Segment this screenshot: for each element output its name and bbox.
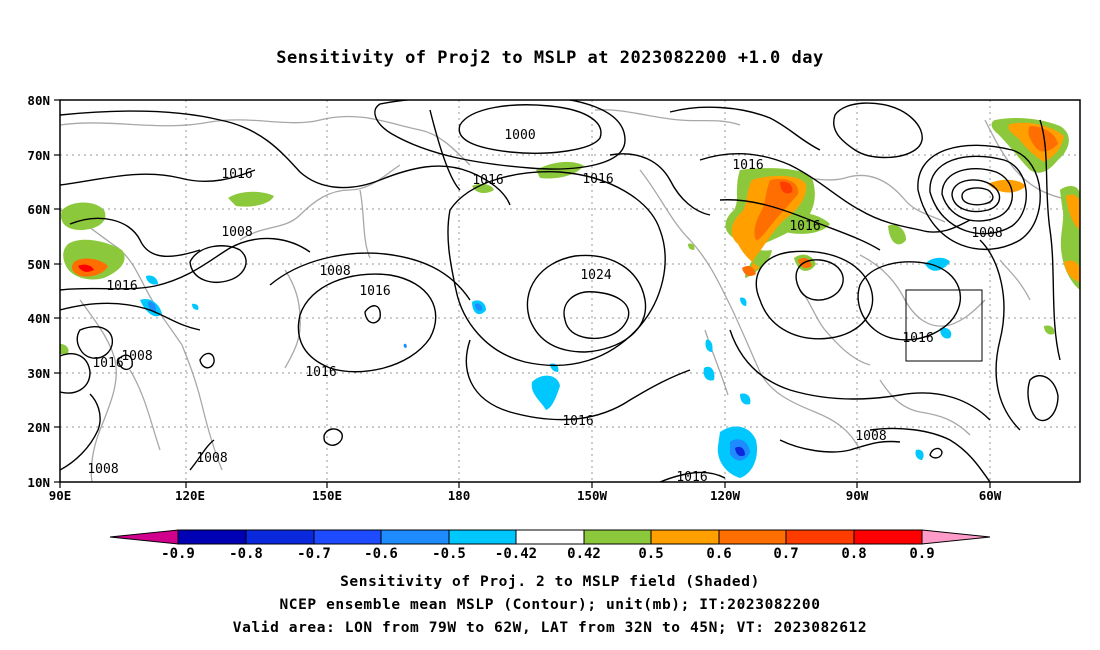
contour-label: 1016 [902, 331, 933, 346]
lat-label: 80N [27, 93, 50, 108]
colorbar-segment [313, 529, 382, 545]
caption-line-2: NCEP ensemble mean MSLP (Contour); unit(… [279, 597, 821, 613]
colorbar [109, 529, 991, 545]
colorbar-segment [177, 529, 247, 545]
contour-label: 1008 [121, 349, 152, 364]
lat-label: 10N [27, 475, 50, 490]
map-title: Sensitivity of Proj2 to MSLP at 20230822… [276, 48, 824, 68]
mslp-isobars [60, 100, 1061, 482]
colorbar-tick-label: -0.9 [161, 546, 195, 562]
lon-label: 90W [846, 488, 869, 503]
contour-label: 1008 [221, 225, 252, 240]
lat-label: 60N [27, 202, 50, 217]
contour-label: 1016 [106, 279, 137, 294]
lon-label: 120W [710, 488, 741, 503]
contour-label: 1008 [971, 226, 1002, 241]
contour-label: 1016 [562, 414, 593, 429]
colorbar-tick-label: -0.5 [432, 546, 466, 562]
valid-area-box [905, 289, 983, 362]
lat-label: 70N [27, 148, 50, 163]
contour-label: 1008 [87, 462, 118, 477]
colorbar-ticks: -0.9 -0.8 -0.7 -0.6 -0.5 -0.42 0.42 0.5 … [161, 546, 935, 562]
contour-label: 1016 [789, 219, 820, 234]
contour-label: 1000 [504, 128, 535, 143]
gridlines [60, 100, 1080, 482]
contour-label: 1016 [359, 284, 390, 299]
lon-label: 120E [175, 488, 205, 503]
contour-label: 1008 [319, 264, 350, 279]
contour-label: 1008 [855, 429, 886, 444]
colorbar-segment [380, 529, 450, 545]
lon-label: 60W [979, 488, 1002, 503]
lon-label: 150E [312, 488, 342, 503]
colorbar-tick-label: 0.6 [706, 546, 731, 562]
colorbar-tick-label: 0.42 [567, 546, 601, 562]
lon-label: 180 [448, 488, 471, 503]
caption-line-1: Sensitivity of Proj. 2 to MSLP field (Sh… [340, 574, 760, 590]
lat-label: 50N [27, 257, 50, 272]
colorbar-tick-label: -0.8 [229, 546, 263, 562]
colorbar-tick-label: 0.5 [638, 546, 663, 562]
colorbar-tick-label: -0.42 [495, 546, 537, 562]
lat-label: 40N [27, 311, 50, 326]
contour-label: 1016 [732, 158, 763, 173]
contour-labels: 1000 1016 1016 1016 1016 1008 1008 1016 … [87, 128, 1002, 485]
contour-label: 1016 [582, 172, 613, 187]
longitude-labels: 90E 120E 150E 180 150W 120W 90W 60W [49, 488, 1002, 503]
contour-label: 1016 [305, 365, 336, 380]
colorbar-tick-label: 0.8 [841, 546, 866, 562]
lat-label: 30N [27, 366, 50, 381]
colorbar-segment [515, 529, 585, 545]
caption-line-3: Valid area: LON from 79W to 62W, LAT fro… [232, 620, 868, 636]
colorbar-tick-label: 0.7 [773, 546, 798, 562]
colorbar-segment [718, 529, 787, 545]
coastlines [60, 109, 1071, 482]
map-frame [59, 99, 1081, 483]
colorbar-segment [245, 529, 315, 545]
colorbar-segment [650, 529, 720, 545]
contour-label: 1008 [196, 451, 227, 466]
colorbar-segment [785, 529, 855, 545]
lon-label: 90E [49, 488, 72, 503]
colorbar-tick-label: 0.9 [909, 546, 934, 562]
colorbar-segment [853, 529, 923, 545]
colorbar-tick-label: -0.6 [364, 546, 398, 562]
axis-ticks [54, 99, 991, 488]
contour-label: 1024 [580, 268, 611, 283]
colorbar-tick-label: -0.7 [297, 546, 331, 562]
colorbar-segment [448, 529, 517, 545]
contour-label: 1016 [92, 356, 123, 371]
colorbar-segment [583, 529, 652, 545]
colorbar-left-triangle [109, 529, 179, 545]
lon-label: 150W [577, 488, 608, 503]
lat-label: 20N [27, 420, 50, 435]
contour-label: 1016 [221, 167, 252, 182]
latitude-labels: 80N 70N 60N 50N 40N 30N 20N 10N [27, 93, 50, 490]
contour-label: 1016 [472, 173, 503, 188]
colorbar-right-triangle [921, 529, 991, 545]
sensitivity-shading [60, 118, 1080, 478]
